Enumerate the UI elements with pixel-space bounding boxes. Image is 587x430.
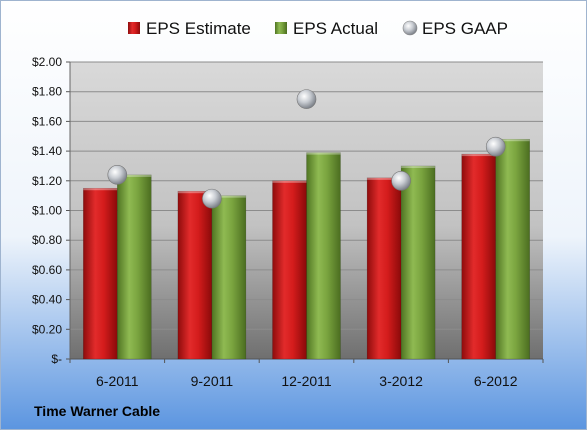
bar-eps-estimate	[272, 180, 307, 360]
x-tick-label: 3-2012	[379, 373, 423, 389]
x-tick-label: 6-2011	[96, 373, 139, 389]
y-tick-label: $-	[51, 352, 62, 366]
bar-eps-actual	[211, 195, 247, 360]
x-tick-label: 12-2011	[281, 373, 332, 389]
point-eps-gaap	[485, 136, 506, 157]
legend-swatch-eps-gaap	[402, 20, 418, 36]
company-label: Time Warner Cable	[34, 403, 160, 419]
bar-highlight	[83, 188, 118, 191]
bar-eps-estimate	[366, 177, 402, 360]
y-tick-label: $0.60	[32, 263, 62, 277]
bar-highlight	[367, 177, 402, 180]
legend-swatch-eps-estimate	[128, 22, 140, 34]
y-tick-label: $1.00	[32, 204, 62, 218]
bar-eps-actual	[117, 174, 152, 360]
bar-highlight	[272, 180, 307, 183]
point-eps-gaap	[202, 188, 222, 209]
y-tick-label: $0.80	[32, 233, 62, 247]
bar-eps-estimate	[83, 187, 118, 360]
legend-label: EPS GAAP	[422, 19, 508, 38]
bar-highlight	[401, 165, 436, 168]
bar-eps-estimate	[461, 153, 496, 360]
legend: EPS Estimate EPS Actual EPS GAAP	[128, 19, 508, 38]
x-tick-label: 6-2012	[474, 373, 518, 389]
bar-eps-actual	[495, 138, 530, 360]
plot-area: $- $0.20 $0.40 $0.60 $0.80 $1.00 $1.20 $1.40 $1.…	[32, 55, 544, 389]
bar-eps-actual	[400, 165, 436, 360]
y-tick-label: $1.40	[32, 144, 62, 158]
bar-highlight	[495, 139, 530, 142]
point-eps-gaap	[107, 165, 128, 185]
point-eps-gaap	[296, 89, 317, 109]
legend-label: EPS Estimate	[146, 19, 251, 38]
y-tick-label: $0.40	[32, 293, 62, 307]
y-tick-label: $1.60	[32, 114, 62, 128]
legend-label: EPS Actual	[293, 19, 378, 38]
bar-eps-actual	[306, 152, 341, 360]
point-eps-gaap	[391, 171, 411, 191]
bar-eps-estimate	[177, 190, 213, 360]
x-tick-label: 9-2011	[191, 373, 234, 389]
y-tick-label: $1.80	[32, 85, 62, 99]
bar-highlight	[117, 174, 152, 177]
bar-highlight	[177, 191, 212, 194]
bar-highlight	[461, 154, 496, 157]
y-tick-label: $1.20	[32, 174, 62, 188]
y-tick-label: $0.20	[32, 322, 62, 336]
legend-swatch-eps-actual	[275, 22, 287, 34]
bar-highlight	[306, 152, 341, 155]
y-tick-label: $2.00	[32, 55, 62, 69]
bar-highlight	[211, 195, 246, 198]
